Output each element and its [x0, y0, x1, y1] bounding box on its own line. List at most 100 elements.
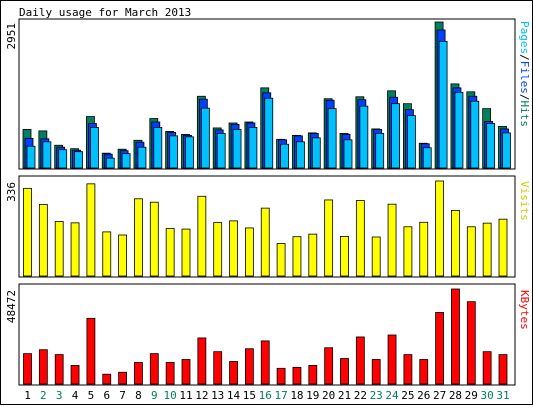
legend-separator: /: [518, 54, 531, 61]
day-label: 25: [401, 389, 414, 402]
pages-bar: [232, 129, 242, 169]
visits-bar: [498, 218, 508, 277]
day-label: 26: [417, 389, 430, 402]
day-label: 22: [354, 389, 367, 402]
pages-bar: [486, 123, 496, 169]
kbytes-bar: [102, 373, 112, 385]
pages-bar: [169, 135, 179, 169]
kbytes-bar: [149, 353, 159, 385]
visits-bar: [308, 233, 318, 277]
pages-bar: [42, 141, 52, 169]
legend-kbytes: KBytes: [518, 290, 531, 330]
kbytes-bar: [276, 367, 286, 385]
kbytes-bar: [86, 317, 96, 385]
pages-bar: [264, 97, 274, 169]
visits-bar: [435, 180, 445, 277]
pages-bar: [454, 91, 464, 169]
day-label: 14: [227, 389, 241, 402]
day-label: 21: [338, 389, 351, 402]
day-label: 18: [290, 389, 303, 402]
hits-panel: [18, 18, 516, 170]
day-label: 15: [243, 389, 256, 402]
hits-max-label: 2951: [5, 23, 18, 50]
kbytes-panel: [18, 283, 516, 386]
kbytes-bar: [38, 349, 48, 385]
visits-bar: [149, 201, 159, 277]
day-label: 7: [119, 389, 126, 402]
visits-bar: [419, 221, 429, 277]
pages-bar: [216, 132, 226, 169]
kbytes-bar: [324, 347, 334, 385]
pages-bar: [105, 157, 115, 169]
pages-bar: [200, 107, 210, 169]
visits-bar: [118, 234, 127, 277]
visits-bar: [292, 236, 302, 277]
kbytes-bar: [134, 362, 143, 385]
visits-bar: [54, 221, 64, 277]
day-label: 28: [449, 389, 462, 402]
day-label: 5: [88, 389, 95, 402]
kbytes-bar: [197, 337, 207, 385]
day-label: 12: [195, 389, 208, 402]
legend-pages: Pages: [518, 21, 531, 54]
visits-max-label: 336: [5, 182, 18, 202]
visits-bar: [165, 228, 175, 277]
kbytes-bar: [23, 353, 32, 385]
pages-bar: [280, 143, 290, 169]
kbytes-bar: [451, 288, 460, 385]
visits-bar: [324, 199, 334, 277]
day-label: 11: [179, 389, 192, 402]
day-label: 20: [322, 389, 335, 402]
kbytes-bar: [355, 336, 365, 385]
pages-bar: [121, 153, 131, 169]
kbytes-bar: [229, 361, 238, 385]
visits-bar: [86, 183, 96, 277]
pages-bar: [406, 115, 416, 169]
visits-bar: [276, 243, 286, 277]
pages-bar: [137, 146, 147, 169]
kbytes-bar: [70, 364, 80, 385]
day-label: 9: [151, 389, 158, 402]
day-label: 1: [24, 389, 31, 402]
day-label: 13: [211, 389, 224, 402]
pages-bar: [422, 147, 432, 169]
kbytes-bar: [244, 348, 254, 385]
kbytes-bar: [387, 334, 397, 385]
visits-bar: [102, 231, 112, 277]
day-label: 4: [72, 389, 79, 402]
day-label: 8: [135, 389, 142, 402]
visits-bar: [197, 195, 207, 277]
visits-bar: [181, 228, 191, 277]
day-label: 6: [103, 389, 110, 402]
kbytes-bar: [435, 312, 445, 385]
visits-bar: [213, 222, 223, 277]
visits-bar: [70, 222, 80, 277]
pages-bar: [248, 127, 258, 169]
visits-bar: [387, 203, 397, 277]
pages-bar: [502, 132, 511, 169]
kbytes-bar: [181, 359, 191, 385]
day-label: 31: [496, 389, 509, 402]
visits-bar: [371, 236, 381, 277]
visits-bar: [134, 198, 143, 277]
visits-bar: [403, 226, 413, 277]
visits-bar: [340, 236, 349, 277]
kbytes-max-label: 48472: [5, 290, 18, 323]
kbytes-bar: [482, 351, 492, 385]
kbytes-bar: [260, 340, 270, 385]
pages-bar: [58, 149, 68, 169]
day-label: 24: [385, 389, 399, 402]
pages-bar: [26, 145, 36, 169]
pages-bar: [311, 137, 321, 169]
visits-bar: [451, 209, 460, 277]
day-label: 23: [370, 389, 383, 402]
pages-bar: [90, 127, 99, 169]
day-label: 19: [306, 389, 319, 402]
visits-bar: [260, 207, 270, 277]
visits-bar: [38, 204, 48, 277]
chart-title: Daily usage for March 2013: [19, 6, 191, 19]
visits-bar: [229, 220, 238, 277]
kbytes-bar: [466, 301, 476, 385]
pages-bar: [391, 103, 400, 169]
